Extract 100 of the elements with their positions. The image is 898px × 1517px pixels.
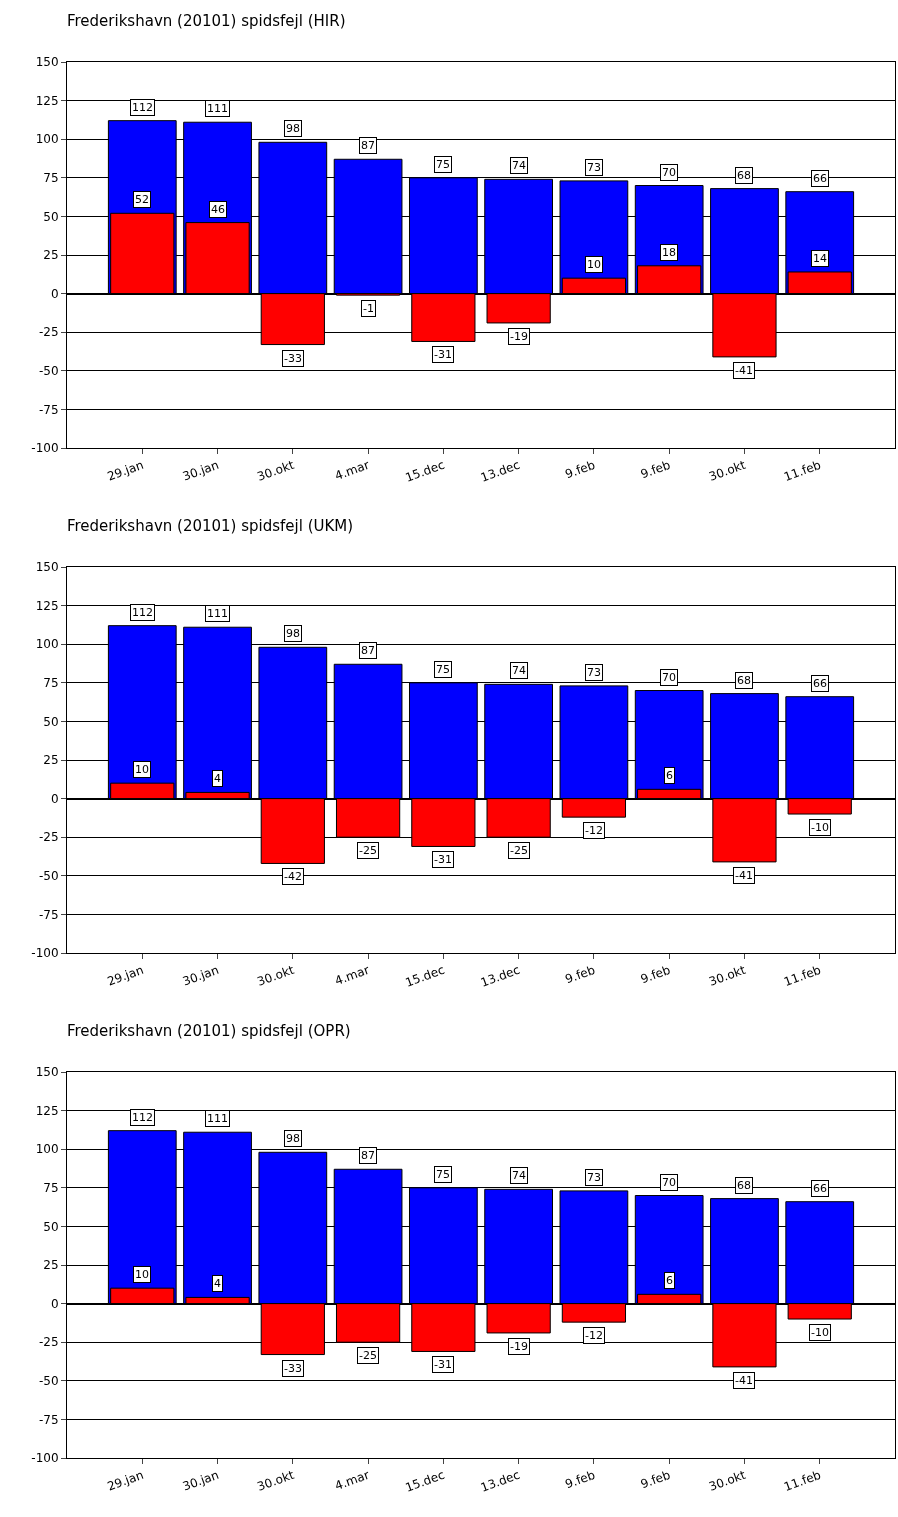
x-tick-label: 15.dec xyxy=(403,457,447,485)
data-label: 68 xyxy=(737,1179,751,1192)
data-label: -12 xyxy=(585,1329,603,1342)
data-label: -1 xyxy=(363,302,374,315)
data-label: 87 xyxy=(361,139,375,152)
x-tick-label: 9.feb xyxy=(638,1467,673,1492)
data-label: -31 xyxy=(434,1358,452,1371)
y-tick-label: 125 xyxy=(35,93,59,108)
x-tick-label: 11.feb xyxy=(782,1467,823,1494)
x-tick-label: 4.mar xyxy=(333,1467,372,1493)
x-tick-label: 29.jan xyxy=(105,962,146,989)
y-tick-label: -100 xyxy=(31,441,59,456)
x-tick-label: 30.okt xyxy=(255,457,297,484)
x-tick-label: 13.dec xyxy=(478,1467,522,1495)
data-label: -10 xyxy=(811,1326,829,1339)
data-label: 66 xyxy=(813,1182,827,1195)
data-label: 74 xyxy=(512,664,526,677)
y-tick-label: 50 xyxy=(43,209,59,224)
x-tick-label: 30.okt xyxy=(706,1467,748,1494)
data-label: 6 xyxy=(666,769,673,782)
data-label: 4 xyxy=(214,772,221,785)
y-tick-label: -25 xyxy=(38,1335,59,1350)
data-label: 68 xyxy=(737,674,751,687)
y-tick-label: 125 xyxy=(35,1103,59,1118)
data-label: -10 xyxy=(811,821,829,834)
x-tick-label: 29.jan xyxy=(105,457,146,484)
x-tick-label: 9.feb xyxy=(563,1467,597,1492)
data-label: 112 xyxy=(132,101,153,114)
x-tick-label: 30.okt xyxy=(255,1467,297,1494)
x-tick-label: 9.feb xyxy=(563,962,597,987)
data-label: 111 xyxy=(207,102,228,115)
y-tick-label: -50 xyxy=(38,869,59,883)
data-label: 70 xyxy=(662,671,676,684)
data-label: 6 xyxy=(666,1274,673,1287)
data-label: 111 xyxy=(207,607,228,620)
y-tick-label: 25 xyxy=(43,753,59,768)
data-label: 10 xyxy=(135,1268,149,1281)
x-tick-label: 15.dec xyxy=(403,962,447,990)
y-tick-label: 100 xyxy=(35,1142,59,1157)
data-label: 98 xyxy=(286,627,300,640)
y-tick-label: -25 xyxy=(38,325,59,340)
data-label: 14 xyxy=(813,252,827,265)
y-tick-label: -50 xyxy=(38,1374,59,1388)
chart-title: Frederikshavn (20101) spidsfejl (HIR) xyxy=(67,11,346,30)
x-tick-label: 13.dec xyxy=(478,457,522,485)
data-label: 74 xyxy=(512,159,526,172)
data-label: -19 xyxy=(510,330,528,343)
x-tick-label: 30.jan xyxy=(180,962,221,989)
x-tick-label: 30.jan xyxy=(180,457,221,484)
y-tick-label: 100 xyxy=(35,132,59,147)
data-label: 66 xyxy=(813,172,827,185)
data-label: -41 xyxy=(735,869,753,882)
y-tick-label: 0 xyxy=(50,791,59,806)
chart-title: Frederikshavn (20101) spidsfejl (OPR) xyxy=(67,1021,351,1040)
data-label: -41 xyxy=(735,1374,753,1387)
data-label: 70 xyxy=(662,1176,676,1189)
y-tick-label: 75 xyxy=(43,676,59,690)
data-label: 73 xyxy=(587,161,601,174)
y-tick-label: 25 xyxy=(43,248,59,263)
y-tick-label: 75 xyxy=(43,1181,59,1195)
chart-title: Frederikshavn (20101) spidsfejl (UKM) xyxy=(67,516,354,535)
y-tick-label: 100 xyxy=(35,637,59,652)
data-label: 111 xyxy=(207,1112,228,1125)
data-label: 70 xyxy=(662,166,676,179)
data-label: 68 xyxy=(737,169,751,182)
x-tick-label: 29.jan xyxy=(105,1467,146,1494)
data-label: 87 xyxy=(361,644,375,657)
data-label: 75 xyxy=(436,663,450,676)
x-tick-label: 11.feb xyxy=(782,962,823,989)
x-tick-label: 4.mar xyxy=(333,457,372,483)
data-label: 73 xyxy=(587,1171,601,1184)
y-tick-label: 50 xyxy=(43,1219,59,1234)
y-tick-label: 150 xyxy=(35,560,59,575)
y-tick-label: 150 xyxy=(35,1065,59,1080)
data-label: -25 xyxy=(359,844,377,857)
y-tick-label: 0 xyxy=(50,1296,59,1311)
x-tick-label: 30.jan xyxy=(180,1467,221,1494)
data-label: 75 xyxy=(436,1168,450,1181)
data-label: -25 xyxy=(359,1349,377,1362)
data-label: 87 xyxy=(361,1149,375,1162)
data-label: 98 xyxy=(286,1132,300,1145)
data-label: -42 xyxy=(284,870,302,883)
x-tick-label: 30.okt xyxy=(706,457,748,484)
y-tick-label: 125 xyxy=(35,598,59,613)
data-label: 18 xyxy=(662,246,676,259)
x-tick-label: 13.dec xyxy=(478,962,522,990)
data-label: 46 xyxy=(211,203,225,216)
data-label: -41 xyxy=(735,364,753,377)
data-label: -31 xyxy=(434,853,452,866)
y-tick-label: 50 xyxy=(43,714,59,729)
y-tick-label: -100 xyxy=(31,946,59,961)
data-label: 112 xyxy=(132,1111,153,1124)
x-tick-label: 9.feb xyxy=(638,457,673,482)
data-label: 52 xyxy=(135,193,149,206)
y-tick-label: 25 xyxy=(43,1258,59,1273)
data-label: 98 xyxy=(286,122,300,135)
data-label: -33 xyxy=(284,352,302,365)
data-label: 74 xyxy=(512,1169,526,1182)
data-label: -31 xyxy=(434,348,452,361)
y-tick-label: -75 xyxy=(38,402,59,417)
